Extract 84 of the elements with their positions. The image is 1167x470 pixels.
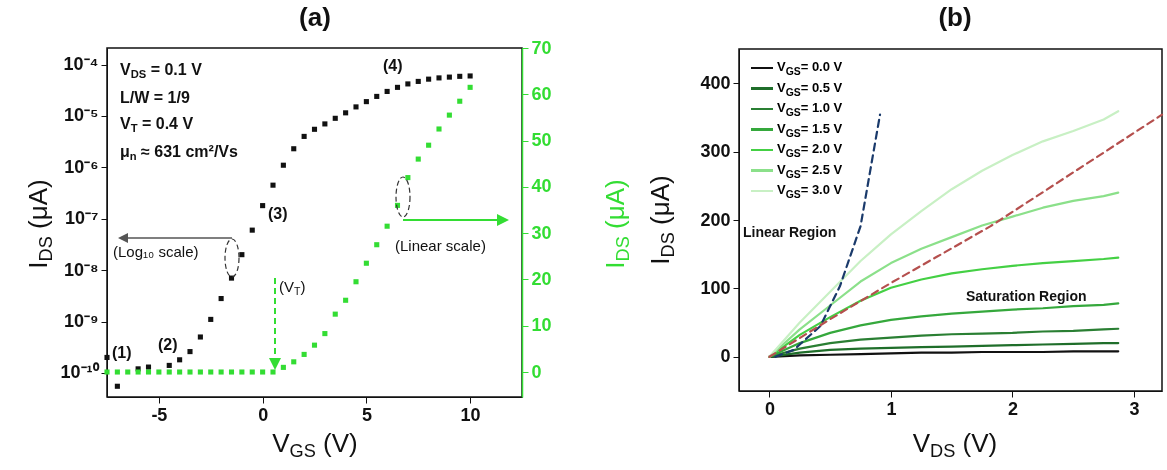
annotation: (1): [112, 344, 132, 361]
point: [218, 296, 224, 302]
point: [311, 126, 318, 132]
annotation: (3): [268, 205, 288, 222]
y-tick-label: 10⁻¹⁰: [60, 362, 100, 383]
x-tick-label: 0: [764, 398, 775, 419]
x-tick-label: 10: [460, 404, 481, 425]
chart-title: (a): [299, 2, 331, 32]
x-tick-label: 1: [886, 398, 897, 419]
legend-label: V$_{GS}$= 2.0 V: [777, 141, 843, 159]
point: [343, 110, 349, 116]
point: [467, 73, 473, 79]
y-tick-label: 0: [720, 346, 731, 367]
annotation: μ$_{n}$ ≈ 631 cm²/Vs: [120, 143, 238, 163]
point: [280, 162, 286, 168]
y2-tick-label: 70: [531, 37, 552, 58]
y2-tick-label: 30: [531, 222, 552, 243]
y-tick-label: 100: [700, 277, 731, 298]
y2-tick-label: 0: [531, 361, 542, 382]
point: [332, 115, 338, 121]
x-axis-title: V$_{DS}$ (V): [912, 428, 998, 462]
x-tick-label: -5: [151, 404, 168, 425]
point: [301, 133, 307, 139]
line-series: [768, 327, 1120, 358]
point: [197, 334, 203, 340]
x-tick-label: 3: [1129, 398, 1140, 419]
y-tick-label: 200: [700, 209, 731, 230]
point: [415, 78, 421, 84]
legend-label: V$_{GS}$= 0.5 V: [777, 79, 843, 98]
point: [426, 76, 432, 82]
y-tick-label: 10⁻⁶: [64, 156, 99, 177]
point: [104, 354, 110, 360]
point: [260, 203, 266, 209]
point: [446, 74, 452, 80]
x-axis-title: V$_{GS}$ (V): [272, 428, 358, 462]
legend-label: V$_{GS}$= 1.0 V: [777, 100, 843, 118]
point: [166, 362, 172, 368]
point: [322, 121, 328, 127]
annotation: (2): [158, 336, 178, 353]
point: [374, 93, 380, 99]
point: [363, 99, 369, 105]
y-tick-label: 10⁻⁷: [65, 208, 99, 229]
y2-tick-label: 10: [531, 315, 552, 336]
x-tick-label: 0: [258, 404, 269, 425]
point: [270, 182, 276, 188]
y-tick-label: 10⁻⁵: [64, 105, 99, 126]
y-tick-label: 10⁻⁹: [63, 311, 99, 332]
annotation: Saturation Region: [966, 288, 1087, 304]
y2-tick-label: 60: [531, 83, 552, 104]
point: [436, 75, 442, 81]
point: [353, 104, 359, 110]
point: [394, 84, 401, 90]
chart-title: (b): [938, 2, 972, 32]
y2-tick-label: 50: [531, 130, 552, 151]
x-tick-label: 5: [361, 404, 372, 425]
point: [114, 383, 120, 389]
annotation: V$_{DS}$ = 0.1 V: [120, 61, 202, 81]
legend-label: V$_{GS}$= 3.0 V: [777, 182, 843, 200]
annotation: Linear Region: [743, 224, 837, 240]
legend-label: V$_{GS}$= 1.5 V: [777, 120, 843, 139]
legend-label: V$_{GS}$= 0.0 V: [777, 59, 843, 77]
y2-tick-label: 40: [531, 176, 552, 197]
point: [177, 357, 183, 363]
annotation: (Log₁₀ scale): [113, 243, 199, 260]
point: [457, 73, 463, 79]
annotation: L/W = 1/9: [120, 89, 190, 106]
y-tick-label: 300: [700, 141, 731, 162]
point: [249, 227, 255, 233]
annotation: (4): [383, 57, 403, 74]
point: [384, 88, 390, 94]
line-series: [768, 342, 1120, 358]
y2-tick-label: 20: [531, 268, 552, 289]
point: [405, 81, 411, 87]
y-tick-label: 10⁻⁴: [63, 54, 99, 75]
annotation: (V$_{T}$): [279, 278, 306, 298]
y-tick-label: 10⁻⁸: [63, 259, 99, 280]
point: [187, 349, 193, 355]
x-tick-label: 2: [1007, 398, 1018, 419]
legend-label: V$_{GS}$= 2.5 V: [777, 161, 843, 180]
annotation: V$_{T}$ = 0.4 V: [120, 115, 194, 135]
point: [291, 146, 297, 152]
point: [208, 316, 214, 322]
annotation: (Linear scale): [395, 237, 486, 254]
y-tick-label: 400: [700, 72, 731, 93]
